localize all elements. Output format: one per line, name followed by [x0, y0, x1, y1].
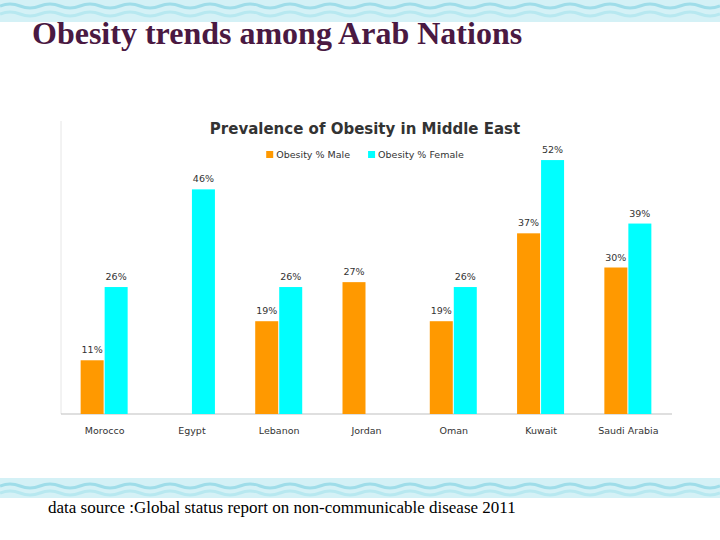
bars	[81, 160, 652, 414]
data-label: 11%	[82, 344, 103, 355]
slide-title: Obesity trends among Arab Nations	[32, 15, 522, 51]
data-label: 27%	[343, 266, 364, 277]
wave	[0, 484, 720, 488]
bar	[628, 224, 651, 414]
bar	[81, 360, 104, 414]
x-tick-label: Jordan	[350, 425, 381, 436]
x-tick-label: Morocco	[85, 425, 125, 436]
bar	[105, 287, 128, 414]
x-tick-label: Saudi Arabia	[598, 425, 658, 436]
data-label: 26%	[455, 271, 476, 282]
chart-title: Prevalence of Obesity in Middle East	[210, 120, 520, 138]
legend: Obesity % Male Obesity % Female	[266, 149, 464, 160]
data-label: 39%	[629, 208, 650, 219]
bar	[343, 282, 366, 414]
bottom-band	[0, 478, 720, 498]
bar	[430, 321, 453, 414]
legend-label: Obesity % Female	[378, 149, 464, 160]
data-label: 19%	[431, 305, 452, 316]
legend-swatch	[266, 151, 273, 158]
data-label: 26%	[106, 271, 127, 282]
wave	[0, 491, 720, 495]
bar	[192, 189, 215, 414]
bar	[604, 268, 627, 415]
data-label: 19%	[256, 305, 277, 316]
legend-label: Obesity % Male	[276, 149, 350, 160]
bar	[279, 287, 302, 414]
x-tick-label: Egypt	[178, 425, 206, 436]
data-labels: 11% 19% 27% 19% 37% 30% 26% 46% 26% 26% 52% 39%	[82, 144, 651, 355]
bar	[541, 160, 564, 414]
data-label: 37%	[518, 217, 539, 228]
wave	[0, 4, 720, 8]
bar	[255, 321, 278, 414]
data-label: 46%	[193, 173, 214, 184]
data-label: 30%	[605, 252, 626, 263]
source-note: data source :Global status report on non…	[48, 498, 516, 517]
decoration	[0, 0, 720, 498]
x-tick-label: Lebanon	[259, 425, 300, 436]
slide: Obesity trends among Arab Nations Prevale…	[0, 0, 720, 540]
x-axis-line	[61, 414, 672, 415]
x-tick-label: Kuwait	[525, 425, 557, 436]
y-axis-line	[61, 121, 62, 414]
x-tick-label: Oman	[439, 425, 468, 436]
bar	[517, 233, 540, 414]
bar	[454, 287, 477, 414]
data-label: 26%	[280, 271, 301, 282]
legend-swatch	[368, 151, 375, 158]
data-label: 52%	[542, 144, 563, 155]
